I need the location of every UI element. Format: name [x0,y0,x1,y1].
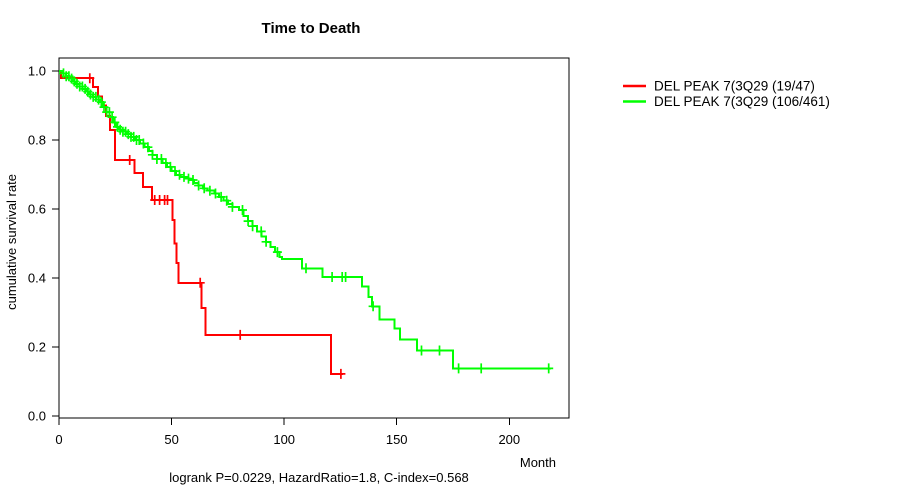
censor-marks-red [85,73,346,379]
legend-label-red: DEL PEAK 7(3Q29 (19/47) [654,79,815,94]
y-tick-label: 0.6 [28,202,46,217]
y-axis-label: cumulative survival rate [4,174,19,310]
x-tick-label: 0 [55,432,62,447]
censor-marks-green [59,68,554,374]
x-tick-label: 150 [386,432,408,447]
plot-box [58,57,570,419]
y-tick-label: 0.0 [28,409,46,424]
chart-title: Time to Death [262,20,361,37]
x-tick-label: 100 [273,432,295,447]
x-tick-label: 200 [498,432,520,447]
y-tick-label: 1.0 [28,64,46,79]
footer-annotation: logrank P=0.0229, HazardRatio=1.8, C-ind… [169,470,469,485]
x-tick-label: 50 [164,432,178,447]
y-tick-label: 0.4 [28,271,46,286]
y-tick-label: 0.2 [28,340,46,355]
survival-curve-green [59,70,551,370]
legend: DEL PEAK 7(3Q29 (19/47) DEL PEAK 7(3Q29 … [623,79,830,109]
x-axis-label: Month [520,455,556,470]
survival-curve-red [59,70,344,375]
survival-curves [59,68,554,379]
y-tick-label: 0.8 [28,133,46,148]
axes: 0 50 100 150 200 0.0 0.2 0.4 0.6 0.8 1.0 [28,57,570,447]
legend-label-green: DEL PEAK 7(3Q29 (106/461) [654,94,830,109]
